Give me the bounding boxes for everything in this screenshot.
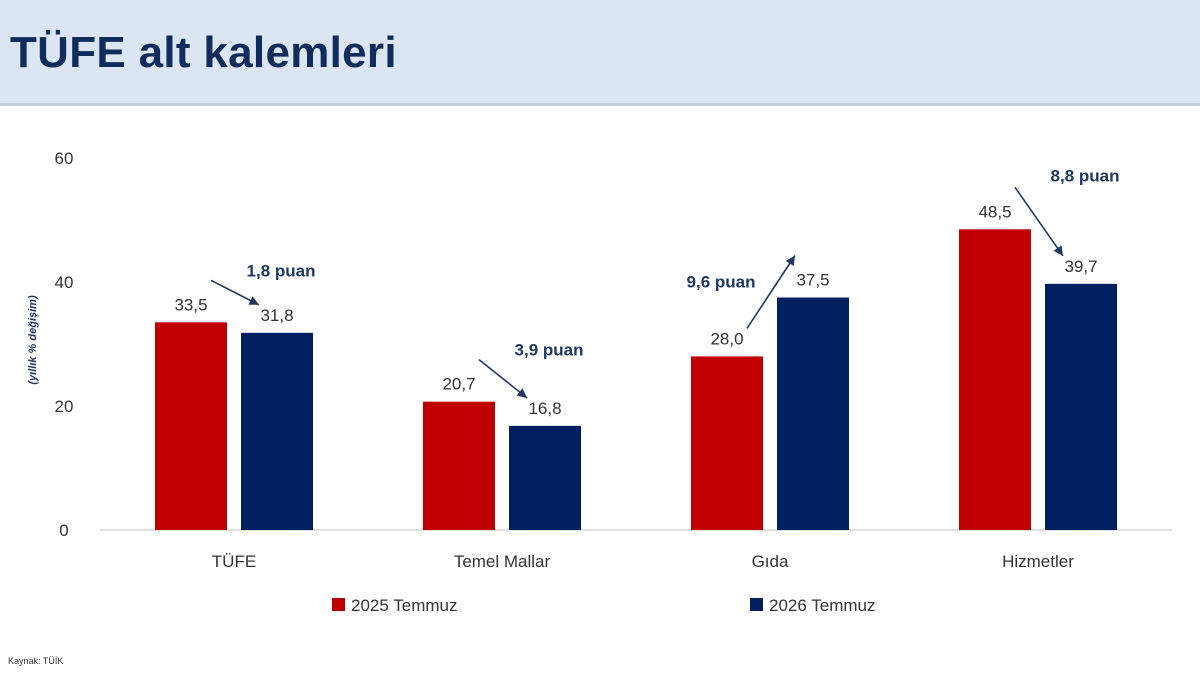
y-tick-label: 40 [55,273,74,292]
data-label: 48,5 [978,202,1011,221]
legend-label: 2026 Temmuz [769,596,875,615]
y-tick-label: 20 [55,397,74,416]
header-bar: TÜFE alt kalemleri [0,0,1200,106]
change-annotation: 1,8 puan [247,261,316,280]
y-tick-label: 0 [59,521,68,540]
data-label: 20,7 [442,375,475,394]
data-labels: 33,5 20,7 28,0 48,5 31,8 16,8 37,5 39,7 [174,202,1097,418]
y-axis-title: (yıllık % değişim) [27,295,39,385]
change-annotation: 8,8 puan [1051,166,1120,185]
category-label: Gıda [752,552,789,571]
data-label: 37,5 [796,271,829,290]
bar [509,425,581,530]
category-label: Hizmetler [1002,552,1074,571]
legend-swatch [750,598,763,611]
legend-swatch [332,598,345,611]
bar [691,356,763,530]
change-annotation: 9,6 puan [687,273,756,292]
data-label: 16,8 [528,399,561,418]
change-arrow [478,359,528,399]
change-arrow [1014,186,1064,257]
legend-label: 2025 Temmuz [351,596,457,615]
bar [155,322,227,530]
page-title: TÜFE alt kalemleri [10,28,397,77]
bar [423,401,495,530]
data-label: 28,0 [710,329,743,348]
y-tick-label: 60 [55,149,74,168]
bar [1045,283,1117,530]
change-arrows: 1,8 puan 3,9 puan 9,6 puan 8,8 puan [210,166,1120,399]
bar [241,332,313,530]
data-label: 33,5 [174,295,207,314]
category-label: TÜFE [212,552,256,571]
category-labels: TÜFE Temel Mallar Gıda Hizmetler [212,552,1074,571]
data-label: 39,7 [1064,257,1097,276]
bar [777,297,849,530]
change-arrow [746,255,796,329]
source-note: Kaynak: TÜİK [8,656,64,666]
legend: 2025 Temmuz 2026 Temmuz [332,596,875,615]
change-annotation: 3,9 puan [515,341,584,360]
category-label: Temel Mallar [454,552,551,571]
change-arrow [210,279,260,306]
bars [155,229,1117,531]
data-label: 31,8 [260,306,293,325]
bar [959,229,1031,531]
